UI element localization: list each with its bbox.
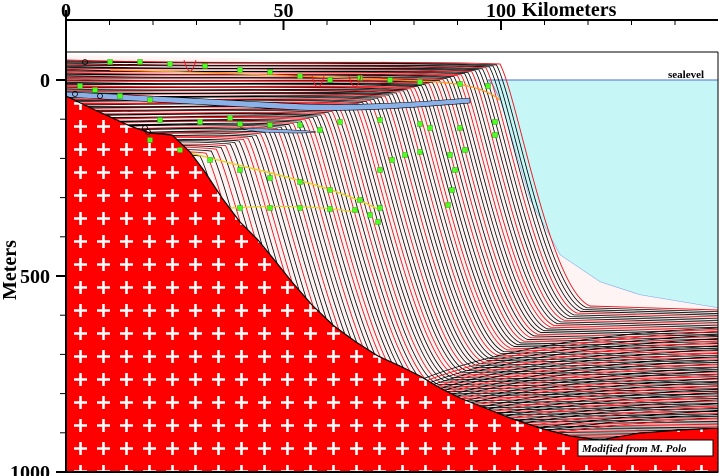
- y-tick-label: 0: [40, 70, 50, 92]
- data-marker: [390, 158, 395, 163]
- data-marker: [458, 82, 463, 87]
- data-marker: [138, 60, 143, 65]
- data-marker: [458, 126, 463, 131]
- data-marker: [108, 60, 113, 65]
- data-marker: [168, 62, 173, 67]
- data-marker: [418, 122, 423, 127]
- data-marker: [428, 126, 433, 131]
- data-marker: [118, 94, 123, 99]
- data-marker: [268, 206, 273, 211]
- data-marker: [228, 116, 233, 121]
- x-tick-label: 100: [486, 0, 516, 22]
- data-marker: [448, 153, 453, 158]
- data-marker: [238, 206, 243, 211]
- data-marker: [298, 74, 303, 79]
- data-marker: [338, 120, 343, 125]
- data-marker: [298, 180, 303, 185]
- data-marker: [148, 98, 153, 103]
- data-marker: [368, 213, 373, 218]
- sealevel-label: sealevel: [668, 69, 704, 81]
- data-marker: [328, 78, 333, 83]
- data-marker: [376, 220, 381, 225]
- data-marker: [378, 206, 383, 211]
- data-marker: [493, 133, 498, 138]
- data-marker: [238, 168, 243, 173]
- data-marker: [268, 70, 273, 75]
- data-marker: [446, 203, 451, 208]
- x-tick-label: 50: [274, 0, 294, 22]
- data-marker: [208, 158, 213, 163]
- x-axis-title: Kilometers: [522, 0, 617, 21]
- data-marker: [418, 80, 423, 85]
- data-marker: [238, 68, 243, 73]
- data-marker: [298, 206, 303, 211]
- data-marker: [403, 153, 408, 158]
- data-marker: [378, 168, 383, 173]
- data-marker: [358, 198, 363, 203]
- data-marker: [198, 120, 203, 125]
- data-marker: [418, 150, 423, 155]
- data-marker: [450, 188, 455, 193]
- data-marker: [238, 122, 243, 127]
- data-marker: [178, 148, 183, 153]
- y-tick-label: 500: [20, 266, 50, 288]
- data-marker: [388, 78, 393, 83]
- data-marker: [158, 118, 163, 123]
- data-marker: [378, 118, 383, 123]
- data-marker: [78, 84, 83, 89]
- data-marker: [328, 207, 333, 212]
- data-marker: [453, 168, 458, 173]
- credit-text: Modified from M. Polo: [581, 443, 687, 455]
- y-axis-title: Meters: [0, 240, 21, 300]
- cross-section-diagram: 0 50 100 0 500 1000 Kilometers Meters sealev…: [0, 0, 721, 476]
- data-marker: [268, 123, 273, 128]
- data-marker: [298, 123, 303, 128]
- data-marker: [493, 120, 498, 125]
- data-marker: [318, 128, 323, 133]
- data-marker: [148, 138, 153, 143]
- data-marker: [328, 188, 333, 193]
- data-marker: [463, 148, 468, 153]
- x-tick-label: 0: [61, 0, 71, 22]
- data-marker: [93, 88, 98, 93]
- y-tick-label: 1000: [10, 462, 50, 476]
- data-marker: [486, 84, 491, 89]
- data-marker: [268, 176, 273, 181]
- data-marker: [353, 208, 358, 213]
- data-marker: [203, 64, 208, 69]
